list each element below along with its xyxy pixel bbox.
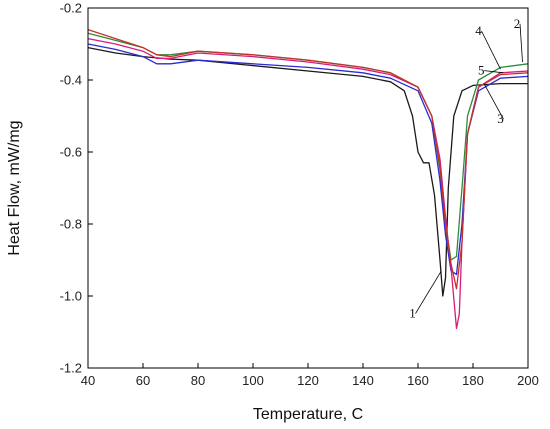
annotation-leader — [481, 30, 501, 70]
x-tick-label: 100 — [242, 373, 264, 388]
curve-label-5: 5 — [478, 63, 485, 78]
y-tick-label: -0.6 — [60, 145, 82, 160]
y-axis-ticks: -0.2 -0.4 -0.6 -0.8 -1.0 -1.2 — [60, 1, 93, 376]
curve-label-4: 4 — [475, 23, 482, 38]
annotation-leader — [415, 270, 442, 314]
x-tick-label: 160 — [407, 373, 429, 388]
x-axis-title: Temperature, C — [253, 406, 363, 423]
annotation-leader — [483, 83, 504, 120]
y-tick-label: -1.0 — [60, 289, 82, 304]
x-axis-ticks: 40 60 80 100 120 140 160 180 200 — [81, 363, 539, 388]
x-tick-label: 80 — [191, 373, 205, 388]
y-tick-label: -0.2 — [60, 1, 82, 16]
x-tick-label: 140 — [352, 373, 374, 388]
y-tick-label: -0.4 — [60, 73, 82, 88]
curve-label-2: 2 — [514, 16, 521, 31]
y-tick-label: -0.8 — [60, 217, 82, 232]
annotation-leader — [484, 70, 504, 74]
y-tick-label: -1.2 — [60, 361, 82, 376]
curve-annotations: 1 2 3 4 5 — [409, 16, 523, 321]
curve-label-3: 3 — [497, 111, 504, 126]
x-tick-label: 120 — [297, 373, 319, 388]
y-axis-title: Heat Flow, mW/mg — [6, 120, 23, 255]
x-tick-label: 40 — [81, 373, 95, 388]
plot-curves — [87, 28, 529, 330]
curve-1 — [87, 46, 528, 297]
x-tick-label: 60 — [136, 373, 150, 388]
x-tick-label: 200 — [517, 373, 539, 388]
curve-5 — [87, 28, 529, 290]
annotation-leader — [519, 23, 523, 63]
x-tick-label: 180 — [462, 373, 484, 388]
curve-label-1: 1 — [409, 306, 416, 321]
